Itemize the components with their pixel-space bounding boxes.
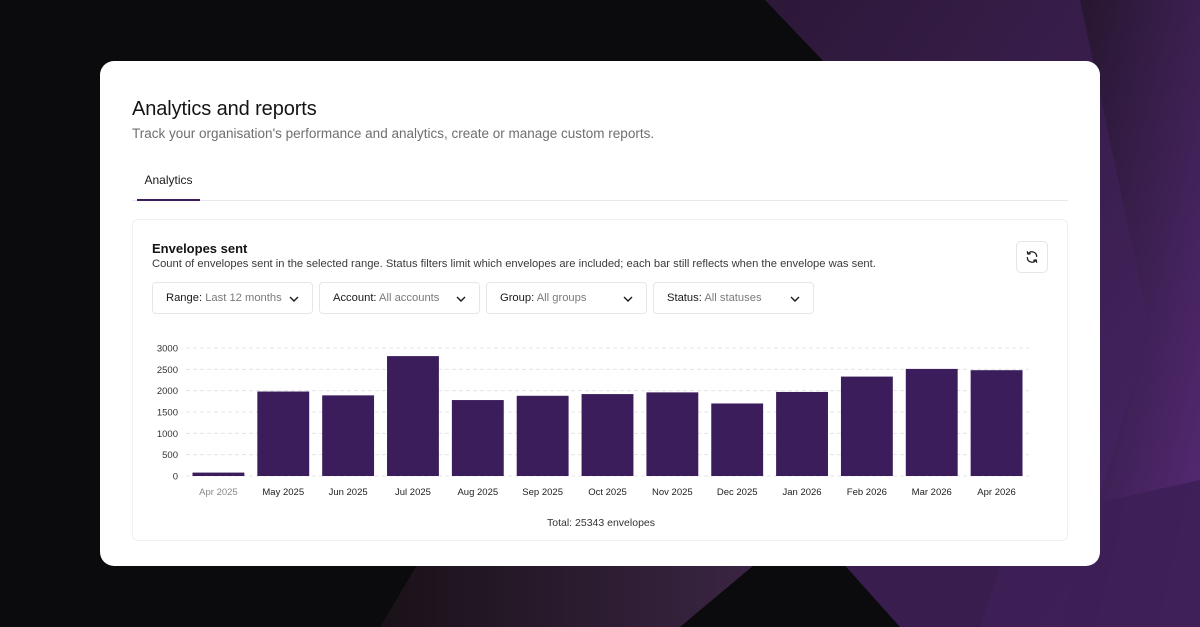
- status-filter[interactable]: Status: All statuses: [653, 282, 814, 314]
- status-filter-label: Status:: [667, 292, 702, 304]
- x-tick-label: Nov 2025: [652, 487, 693, 498]
- chevron-down-icon: [623, 296, 633, 302]
- tab-analytics[interactable]: Analytics: [137, 161, 200, 201]
- x-tick-label: Aug 2025: [457, 487, 498, 498]
- bar[interactable]: [451, 400, 504, 476]
- bar[interactable]: [192, 472, 245, 476]
- y-tick-label: 500: [162, 450, 178, 461]
- account-filter-label: Account:: [333, 292, 377, 304]
- bar[interactable]: [387, 356, 439, 476]
- chevron-down-icon: [289, 296, 299, 302]
- group-filter-label: Group:: [500, 292, 535, 304]
- status-filter-value: All statuses: [704, 292, 762, 304]
- y-tick-label: 0: [173, 472, 178, 483]
- tab-bar: Analytics: [132, 161, 1068, 201]
- total-envelopes-label: Total: 25343 envelopes: [547, 517, 655, 529]
- bar[interactable]: [711, 403, 764, 476]
- x-tick-label: Apr 2025: [199, 487, 238, 498]
- x-tick-label: Jun 2025: [329, 487, 368, 498]
- panel-title: Envelopes sent: [152, 241, 248, 256]
- x-tick-label: Jul 2025: [395, 487, 431, 498]
- envelopes-bar-chart: 0 500 1000 1500 2000 2500 3000 Apr 2025 May 2025…: [133, 330, 1069, 540]
- y-tick-label: 3000: [157, 344, 178, 355]
- chart-canvas: 0 500 1000 1500 2000 2500 3000 Apr 2025 May 2025…: [157, 344, 1029, 498]
- bar[interactable]: [646, 392, 699, 476]
- account-filter-value: All accounts: [379, 292, 440, 304]
- bar[interactable]: [776, 391, 828, 476]
- x-tick-label: Jan 2026: [782, 487, 821, 498]
- range-filter[interactable]: Range: Last 12 months: [152, 282, 313, 314]
- bar[interactable]: [257, 391, 310, 476]
- refresh-button[interactable]: [1016, 241, 1048, 273]
- x-tick-label: May 2025: [262, 487, 304, 498]
- bar[interactable]: [516, 395, 569, 476]
- bar[interactable]: [581, 394, 634, 476]
- page-subtitle: Track your organisation's performance an…: [132, 126, 655, 141]
- chevron-down-icon: [790, 296, 800, 302]
- range-filter-label: Range:: [166, 292, 203, 304]
- x-tick-label: Sep 2025: [522, 487, 563, 498]
- bar[interactable]: [905, 368, 958, 476]
- x-tick-label: Oct 2025: [588, 487, 627, 498]
- group-filter[interactable]: Group: All groups: [486, 282, 647, 314]
- y-tick-label: 2000: [157, 386, 178, 397]
- analytics-card: Analytics and reports Track your organis…: [100, 61, 1100, 566]
- x-tick-label: Apr 2026: [977, 487, 1016, 498]
- bar[interactable]: [840, 376, 893, 476]
- y-tick-label: 1500: [157, 408, 178, 419]
- refresh-icon: [1026, 251, 1038, 263]
- chevron-down-icon: [456, 296, 466, 302]
- x-tick-label: Dec 2025: [717, 487, 758, 498]
- x-tick-label: Feb 2026: [847, 487, 887, 498]
- page-title: Analytics and reports: [132, 98, 317, 120]
- bar[interactable]: [970, 370, 1023, 476]
- group-filter-value: All groups: [536, 292, 587, 304]
- bar[interactable]: [322, 395, 375, 476]
- envelopes-sent-panel: Envelopes sent Count of envelopes sent i…: [132, 219, 1068, 541]
- y-tick-label: 1000: [157, 429, 178, 440]
- x-tick-label: Mar 2026: [912, 487, 952, 498]
- panel-description: Count of envelopes sent in the selected …: [152, 258, 876, 270]
- account-filter[interactable]: Account: All accounts: [319, 282, 480, 314]
- y-tick-label: 2500: [157, 365, 178, 376]
- range-filter-value: Last 12 months: [205, 292, 282, 304]
